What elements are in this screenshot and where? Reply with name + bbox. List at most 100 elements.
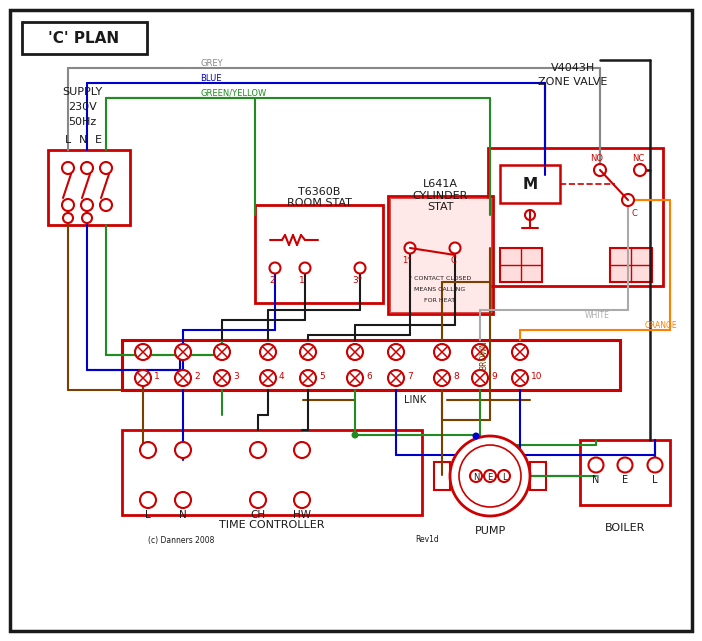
Circle shape [140,492,156,508]
Text: GREEN/YELLOW: GREEN/YELLOW [200,88,266,97]
Circle shape [82,213,92,223]
Bar [122,340,620,390]
Circle shape [81,199,93,211]
Circle shape [347,370,363,386]
Circle shape [450,436,530,516]
Text: * CONTACT CLOSED: * CONTACT CLOSED [409,276,471,281]
Text: 50Hz: 50Hz [68,117,96,127]
Text: BOILER: BOILER [605,523,645,533]
Text: ROOM STAT: ROOM STAT [286,198,352,208]
Circle shape [294,442,310,458]
Text: E: E [95,135,102,145]
Text: N: N [473,472,479,481]
Bar [610,248,652,282]
Text: BROWN: BROWN [479,340,489,370]
Bar [22,22,147,54]
Text: CH: CH [251,510,265,520]
Text: HW: HW [293,510,311,520]
Text: NO: NO [590,153,604,163]
Text: L: L [502,472,506,481]
Text: 3: 3 [233,372,239,381]
Circle shape [512,344,528,360]
Circle shape [140,442,156,458]
Circle shape [135,370,151,386]
Circle shape [100,199,112,211]
Text: C: C [631,208,637,217]
Bar [580,440,670,505]
Circle shape [270,263,281,274]
Text: FOR HEAT: FOR HEAT [425,297,456,303]
Circle shape [470,470,482,482]
Bar [488,148,663,286]
Text: 2: 2 [269,276,274,285]
Text: 1*: 1* [402,256,412,265]
Text: 5: 5 [319,372,325,381]
Circle shape [300,344,316,360]
Text: 3*: 3* [352,276,362,285]
Circle shape [294,492,310,508]
Text: L641A: L641A [423,179,458,189]
Circle shape [634,164,646,176]
Text: L: L [652,475,658,485]
Circle shape [352,431,359,438]
Circle shape [484,470,496,482]
Text: ZONE VALVE: ZONE VALVE [538,77,608,87]
Circle shape [175,370,191,386]
Circle shape [594,164,606,176]
Circle shape [175,442,191,458]
Circle shape [459,445,521,507]
Circle shape [260,344,276,360]
Bar [388,196,493,314]
Circle shape [250,492,266,508]
Circle shape [618,458,633,472]
Text: 8: 8 [453,372,458,381]
Text: NC: NC [632,153,644,163]
Text: 9: 9 [491,372,497,381]
Circle shape [647,458,663,472]
Text: 230V: 230V [67,102,96,112]
Text: N: N [592,475,600,485]
Circle shape [347,344,363,360]
Text: GREY: GREY [200,58,223,67]
Circle shape [175,492,191,508]
Text: 'C' PLAN: 'C' PLAN [48,31,119,46]
Circle shape [434,370,450,386]
Bar [255,205,383,303]
Text: L: L [65,135,71,145]
Circle shape [300,263,310,274]
Text: N: N [79,135,87,145]
Circle shape [525,210,535,220]
Circle shape [388,370,404,386]
Text: E: E [487,472,493,481]
Text: M: M [522,176,538,192]
Bar [48,150,130,225]
Circle shape [250,442,266,458]
Text: 2: 2 [194,372,199,381]
Text: T6360B: T6360B [298,187,340,197]
Circle shape [449,242,461,253]
Text: Rev1d: Rev1d [415,535,439,544]
Circle shape [388,344,404,360]
Text: CYLINDER: CYLINDER [412,191,468,201]
Circle shape [355,263,366,274]
Circle shape [300,370,316,386]
Bar [530,462,546,490]
Bar [500,165,560,203]
Circle shape [100,162,112,174]
Circle shape [214,344,230,360]
Text: C: C [450,256,456,265]
Text: WHITE: WHITE [585,310,610,319]
Text: 10: 10 [531,372,543,381]
Text: 7: 7 [407,372,413,381]
Text: E: E [622,475,628,485]
Circle shape [175,344,191,360]
Circle shape [498,470,510,482]
Circle shape [135,344,151,360]
Circle shape [62,162,74,174]
Bar [500,248,542,282]
Text: 6: 6 [366,372,372,381]
Text: SUPPLY: SUPPLY [62,87,102,97]
Circle shape [62,199,74,211]
Text: V4043H: V4043H [551,63,595,73]
Circle shape [434,344,450,360]
